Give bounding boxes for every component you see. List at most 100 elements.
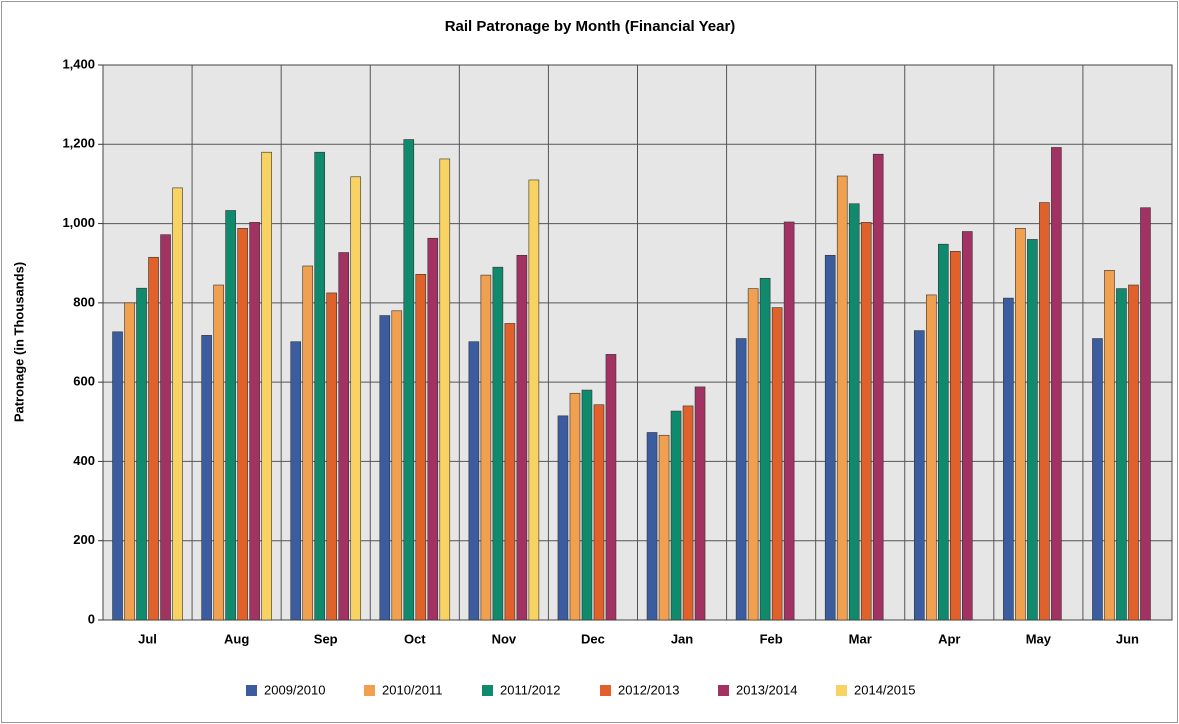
bar [112,331,123,621]
x-tick-label: Mar [849,631,872,646]
bar [1140,207,1151,621]
x-tick-label: May [1026,631,1052,646]
legend-label: 2012/2013 [618,682,679,697]
y-axis-label: Patronage (in Thousands) [11,262,26,422]
y-tick-label: 200 [73,532,95,547]
x-tick-label: Aug [224,631,249,646]
legend-swatch [482,685,493,696]
plot-border [102,64,1173,621]
bar [1015,228,1026,621]
bar [872,153,884,621]
bar [759,277,771,621]
bar [593,404,605,621]
x-tick-label: Feb [760,631,783,646]
x-tick-label: Nov [492,631,517,646]
bar [290,341,302,621]
bar [783,221,795,621]
bar [492,266,504,621]
bar [403,139,415,621]
bar [427,237,439,621]
legend-swatch [246,685,257,696]
bar [1092,338,1103,621]
bar [581,389,593,621]
bar [261,151,272,621]
bar [913,330,925,621]
x-tick-label: Jun [1116,631,1139,646]
bar [415,274,427,621]
legend-label: 2009/2010 [264,682,325,697]
bar [326,292,338,621]
bar [824,254,836,621]
y-tick-label: 1,400 [62,56,95,71]
bar [1104,270,1115,621]
bar [925,294,937,621]
bar [836,175,848,621]
y-tick-label: 0 [88,611,95,626]
y-tick-label: 1,200 [62,136,95,151]
bar [124,302,135,621]
bar [350,176,362,621]
x-tick-label: Dec [581,631,605,646]
bar [516,254,528,621]
x-tick-label: Apr [938,631,960,646]
bar [160,234,171,621]
bar [302,265,314,621]
bar [439,158,451,621]
y-tick-label: 1,000 [62,215,95,230]
bar [682,405,694,621]
bar [605,354,617,621]
bar [213,284,224,621]
bar [1027,239,1038,621]
bar [237,228,248,621]
bar [557,415,569,621]
bar [249,222,260,621]
bar [1003,297,1014,621]
bar [1128,284,1139,621]
bar [658,434,670,621]
bar [172,187,183,621]
bar [670,410,682,621]
legend-label: 2014/2015 [854,682,915,697]
x-tick-label: Sep [314,631,338,646]
y-tick-label: 600 [73,374,95,389]
bar [528,179,540,621]
bar [1116,288,1127,621]
bar [848,203,860,621]
legend-swatch [718,685,729,696]
legend-label: 2011/2012 [500,682,561,697]
bar [1039,202,1050,621]
bar [504,323,516,621]
legend-label: 2013/2014 [736,682,797,697]
bar [937,243,949,621]
bar [136,287,147,621]
legend-swatch [364,685,375,696]
bar [646,432,658,621]
legend-label: 2010/2011 [382,682,443,697]
bar [735,338,747,621]
x-tick-label: Oct [404,631,426,646]
bar [314,151,326,621]
x-tick-label: Jul [138,631,157,646]
y-tick-label: 800 [73,294,95,309]
x-tick-label: Jan [671,631,693,646]
bar [1051,147,1062,621]
bar [961,231,973,621]
bar [379,315,391,621]
bar [480,274,492,621]
bar [569,392,581,621]
bar [338,252,350,621]
bar [949,251,961,621]
bar [468,341,480,621]
legend-swatch [836,685,847,696]
bar [225,210,236,621]
bar [391,310,403,621]
bar [694,386,706,621]
chart-title: Rail Patronage by Month (Financial Year) [445,18,736,35]
y-tick-label: 400 [73,453,95,468]
bar [860,222,872,621]
legend-swatch [600,685,611,696]
bar [771,307,783,621]
bar [747,288,759,621]
bar [201,335,212,621]
